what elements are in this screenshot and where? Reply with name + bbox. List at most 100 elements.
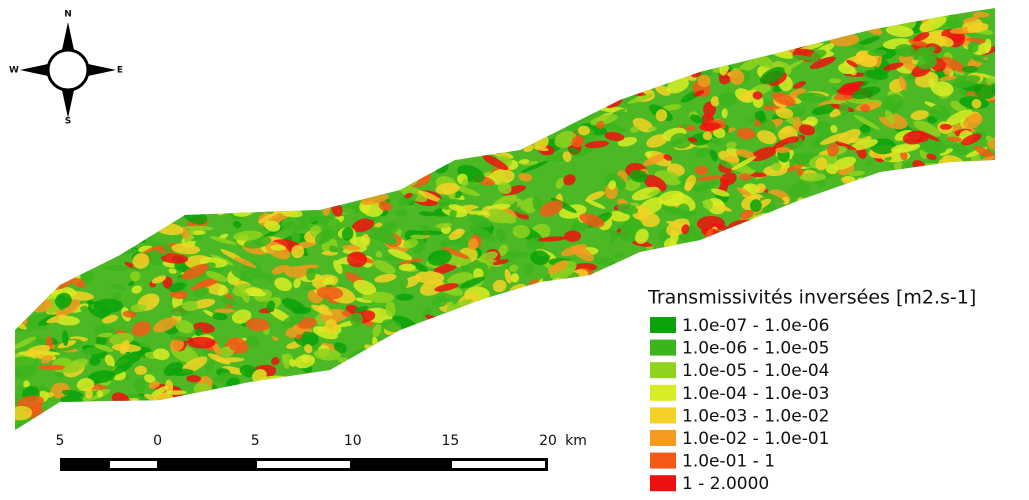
raster-patch — [890, 1, 916, 23]
raster-patch — [661, 72, 671, 84]
raster-patch — [919, 0, 947, 10]
scale-label: 10 — [344, 433, 362, 449]
raster-patch — [62, 420, 72, 434]
raster-patch — [683, 251, 705, 268]
raster-patch — [411, 159, 439, 168]
raster-patch — [750, 199, 762, 212]
raster-patch — [716, 239, 743, 256]
legend-swatch — [650, 453, 676, 469]
raster-patch — [14, 284, 42, 303]
raster-patch — [123, 230, 148, 245]
raster-patch — [619, 260, 632, 270]
raster-patch — [894, 181, 918, 200]
raster-patch — [384, 179, 414, 184]
raster-patch — [856, 194, 876, 207]
raster-patch — [530, 281, 551, 300]
raster-patch — [916, 170, 940, 180]
raster-patch — [684, 245, 699, 260]
raster-patch — [120, 409, 146, 433]
raster-patch — [22, 434, 53, 456]
raster-patch — [379, 341, 398, 359]
raster-patch — [979, 170, 1007, 184]
raster-patch — [713, 250, 724, 262]
raster-patch — [846, 196, 872, 214]
raster-patch — [352, 173, 378, 190]
raster-patch — [308, 178, 326, 192]
raster-patch — [299, 187, 327, 209]
raster-patch — [617, 274, 644, 285]
raster-patch — [455, 308, 467, 317]
raster-patch — [546, 284, 569, 304]
raster-patch — [37, 415, 50, 429]
legend-swatch — [650, 362, 676, 378]
raster-patch — [147, 422, 160, 432]
raster-patch — [365, 181, 386, 194]
raster-patch — [13, 449, 40, 467]
raster-patch — [388, 150, 415, 164]
raster-patch — [803, 200, 832, 211]
raster-patch — [912, 188, 937, 200]
raster-patch — [875, 11, 898, 27]
legend-swatch — [650, 475, 676, 491]
raster-patch — [630, 271, 640, 282]
raster-patch — [12, 265, 27, 279]
raster-patch — [465, 313, 480, 327]
raster-patch — [373, 174, 387, 184]
raster-patch — [34, 415, 44, 427]
raster-patch — [478, 321, 493, 337]
raster-patch — [541, 287, 558, 299]
raster-patch — [93, 412, 116, 433]
raster-patch — [380, 158, 401, 178]
raster-patch — [813, 225, 830, 235]
raster-patch — [868, 14, 883, 26]
raster-patch — [16, 432, 24, 441]
raster-patch — [652, 248, 667, 263]
raster-patch — [827, 209, 845, 225]
raster-patch — [123, 426, 147, 439]
raster-patch — [773, 227, 805, 251]
raster-patch — [436, 140, 462, 155]
raster-patch — [456, 319, 485, 329]
raster-patch — [517, 124, 531, 135]
raster-patch — [405, 333, 422, 348]
raster-patch — [598, 277, 611, 289]
raster-patch — [860, 188, 881, 208]
raster-patch — [853, 189, 871, 200]
raster-patch — [28, 437, 42, 447]
raster-patch — [930, 164, 941, 171]
raster-patch — [366, 173, 395, 189]
raster-patch — [127, 400, 156, 419]
raster-patch — [637, 258, 663, 278]
raster-patch — [918, 0, 938, 11]
raster-patch — [900, 10, 926, 16]
raster-patch — [518, 117, 536, 124]
raster-patch — [409, 151, 430, 171]
compass-label: N — [64, 10, 72, 20]
raster-patch — [476, 129, 506, 137]
raster-patch — [478, 308, 508, 328]
raster-patch — [399, 264, 416, 272]
raster-patch — [882, 11, 890, 18]
raster-patch — [760, 229, 779, 246]
legend-swatch — [650, 340, 676, 356]
legend-label: 1.0e-03 - 1.0e-02 — [682, 406, 829, 426]
raster-patch — [633, 256, 646, 272]
map-page: N S W E km 505101520 Transmissivités inv… — [0, 0, 1029, 500]
raster-patch — [818, 214, 836, 228]
raster-patch — [364, 168, 385, 175]
legend-label: 1.0e-07 - 1.0e-06 — [682, 316, 829, 336]
raster-patch — [809, 199, 822, 215]
raster-patch — [560, 297, 589, 312]
raster-patch — [217, 391, 228, 403]
raster-patch — [279, 201, 290, 208]
raster-patch — [18, 449, 35, 459]
raster-patch — [490, 121, 517, 132]
compass-label: W — [9, 66, 19, 76]
raster-patch — [751, 218, 762, 230]
raster-patch — [48, 255, 64, 271]
raster-patch — [467, 132, 486, 141]
raster-patch — [431, 337, 441, 346]
raster-patch — [945, 169, 960, 184]
raster-patch — [722, 235, 733, 241]
raster-patch — [856, 187, 873, 199]
